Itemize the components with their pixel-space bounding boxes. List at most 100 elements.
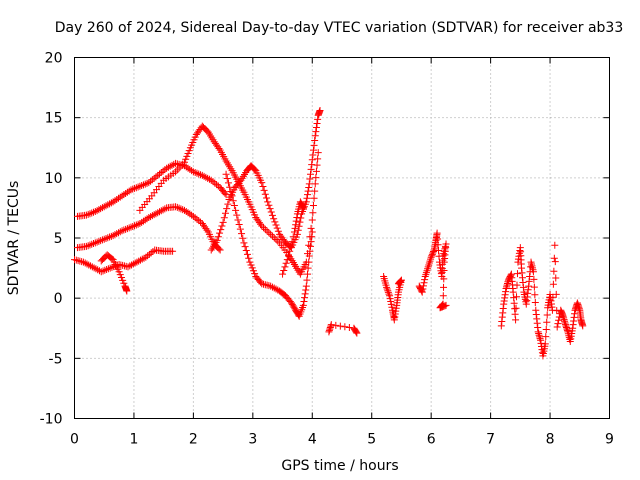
data-point bbox=[117, 273, 125, 281]
series-cluster-6 bbox=[415, 229, 450, 312]
data-point bbox=[136, 256, 144, 264]
data-point bbox=[220, 214, 228, 222]
data-point bbox=[213, 181, 221, 189]
data-point bbox=[530, 275, 538, 283]
x-tick-label: 9 bbox=[605, 432, 614, 448]
data-point bbox=[247, 261, 255, 269]
data-point bbox=[430, 247, 438, 255]
data-point bbox=[141, 180, 149, 188]
data-point bbox=[263, 227, 271, 235]
data-point bbox=[131, 222, 139, 230]
data-point bbox=[426, 257, 434, 265]
data-point bbox=[554, 320, 562, 328]
data-point bbox=[100, 235, 108, 243]
data-point bbox=[202, 173, 210, 181]
data-point bbox=[149, 247, 157, 255]
data-point bbox=[134, 220, 142, 228]
data-point bbox=[419, 285, 427, 293]
data-point bbox=[311, 132, 319, 140]
data-point bbox=[238, 230, 246, 238]
data-point bbox=[352, 328, 360, 336]
data-point bbox=[314, 149, 322, 157]
data-point bbox=[150, 174, 158, 182]
data-point bbox=[217, 226, 225, 234]
data-point bbox=[82, 242, 90, 250]
data-point bbox=[265, 201, 273, 209]
data-point bbox=[90, 208, 98, 216]
data-point bbox=[213, 236, 221, 244]
data-point bbox=[530, 283, 538, 291]
data-point bbox=[549, 293, 557, 301]
data-point bbox=[550, 254, 558, 262]
data-point bbox=[114, 194, 122, 202]
data-point bbox=[147, 213, 155, 221]
data-point bbox=[116, 228, 124, 236]
x-tick-label: 4 bbox=[308, 432, 317, 448]
data-point bbox=[136, 220, 144, 228]
data-point bbox=[104, 265, 112, 273]
data-point bbox=[87, 262, 95, 270]
x-tick-label: 1 bbox=[129, 432, 138, 448]
data-point bbox=[281, 263, 289, 271]
ticks bbox=[74, 57, 610, 419]
data-point bbox=[230, 202, 238, 210]
data-point bbox=[184, 164, 192, 172]
data-point bbox=[193, 215, 201, 223]
data-point bbox=[419, 282, 427, 290]
data-point bbox=[304, 264, 312, 272]
data-point bbox=[86, 241, 94, 249]
x-tick-label: 5 bbox=[367, 432, 376, 448]
data-point bbox=[395, 279, 403, 287]
data-point bbox=[440, 266, 448, 274]
data-point bbox=[543, 311, 551, 319]
data-point bbox=[305, 241, 313, 249]
data-point bbox=[138, 255, 146, 263]
data-point bbox=[311, 180, 319, 188]
data-point bbox=[308, 216, 316, 224]
data-point bbox=[120, 279, 128, 287]
data-point bbox=[123, 225, 131, 233]
data-point bbox=[214, 233, 222, 241]
data-point bbox=[304, 270, 312, 278]
data-point bbox=[120, 191, 128, 199]
series-cluster-7 bbox=[497, 241, 587, 360]
data-point bbox=[101, 266, 109, 274]
data-point bbox=[207, 176, 215, 184]
data-point bbox=[131, 259, 139, 267]
data-point bbox=[129, 185, 137, 193]
data-point bbox=[259, 182, 267, 190]
data-point bbox=[107, 199, 115, 207]
data-point bbox=[258, 222, 266, 230]
data-point bbox=[312, 167, 320, 175]
data-point bbox=[301, 294, 309, 302]
data-point bbox=[191, 214, 199, 222]
series-cluster-4 bbox=[325, 321, 361, 337]
data-point bbox=[552, 274, 560, 282]
data-point bbox=[120, 226, 128, 234]
data-point bbox=[266, 205, 274, 213]
data-point bbox=[316, 106, 324, 114]
data-point bbox=[209, 178, 217, 186]
data-point bbox=[251, 270, 259, 278]
data-point bbox=[229, 197, 237, 205]
data-point bbox=[111, 197, 119, 205]
data-point bbox=[282, 259, 290, 267]
series-track-g bbox=[222, 170, 316, 320]
data-point bbox=[106, 264, 114, 272]
data-point bbox=[290, 303, 298, 311]
data-point bbox=[332, 321, 340, 329]
y-tick-label: -10 bbox=[40, 412, 63, 428]
data-point bbox=[136, 182, 144, 190]
data-point bbox=[286, 247, 294, 255]
data-point bbox=[529, 268, 537, 276]
data-point bbox=[302, 282, 310, 290]
data-point bbox=[268, 232, 276, 240]
data-point bbox=[157, 169, 165, 177]
data-point bbox=[135, 257, 143, 265]
data-point bbox=[260, 224, 268, 232]
data-point bbox=[197, 218, 205, 226]
data-point bbox=[183, 152, 191, 160]
data-point bbox=[248, 264, 256, 272]
data-point bbox=[265, 229, 273, 237]
